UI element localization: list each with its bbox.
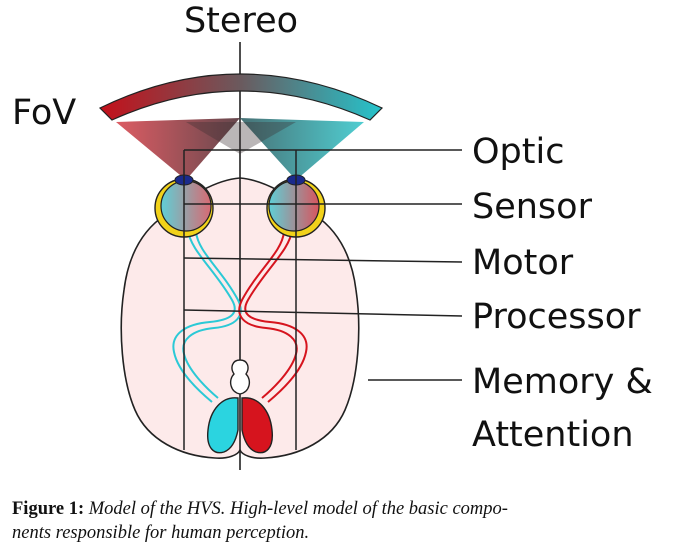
overlap-cone — [186, 122, 296, 154]
caption-label: Figure 1: — [12, 499, 85, 519]
figure-caption: Figure 1: Model of the HVS. High-level m… — [12, 497, 662, 545]
right-fov-cone — [240, 118, 364, 180]
central-structure — [229, 359, 251, 395]
label-processor: Processor — [472, 297, 641, 337]
right-visual-cortex — [241, 397, 273, 454]
caption-text-2: nents responsible for human perception. — [12, 523, 310, 543]
left-visual-pathway — [172, 229, 242, 403]
label-stereo: Stereo — [184, 1, 298, 41]
label-optic: Optic — [472, 132, 564, 172]
caption-text: Model of the HVS. High-level model of th… — [88, 499, 508, 519]
left-visual-cortex — [207, 397, 239, 454]
right-visual-pathway — [238, 229, 308, 403]
hvs-diagram: Stereo FoV Optic Sensor Motor Processor … — [12, 1, 653, 470]
label-memory: Memory & — [472, 362, 653, 402]
label-sensor: Sensor — [472, 187, 593, 227]
guide-lines — [183, 149, 463, 450]
label-fov: FoV — [12, 93, 76, 133]
left-fov-cone — [116, 118, 240, 180]
label-motor: Motor — [472, 243, 574, 283]
fov-arc — [98, 73, 384, 121]
label-attention: Attention — [472, 415, 634, 455]
